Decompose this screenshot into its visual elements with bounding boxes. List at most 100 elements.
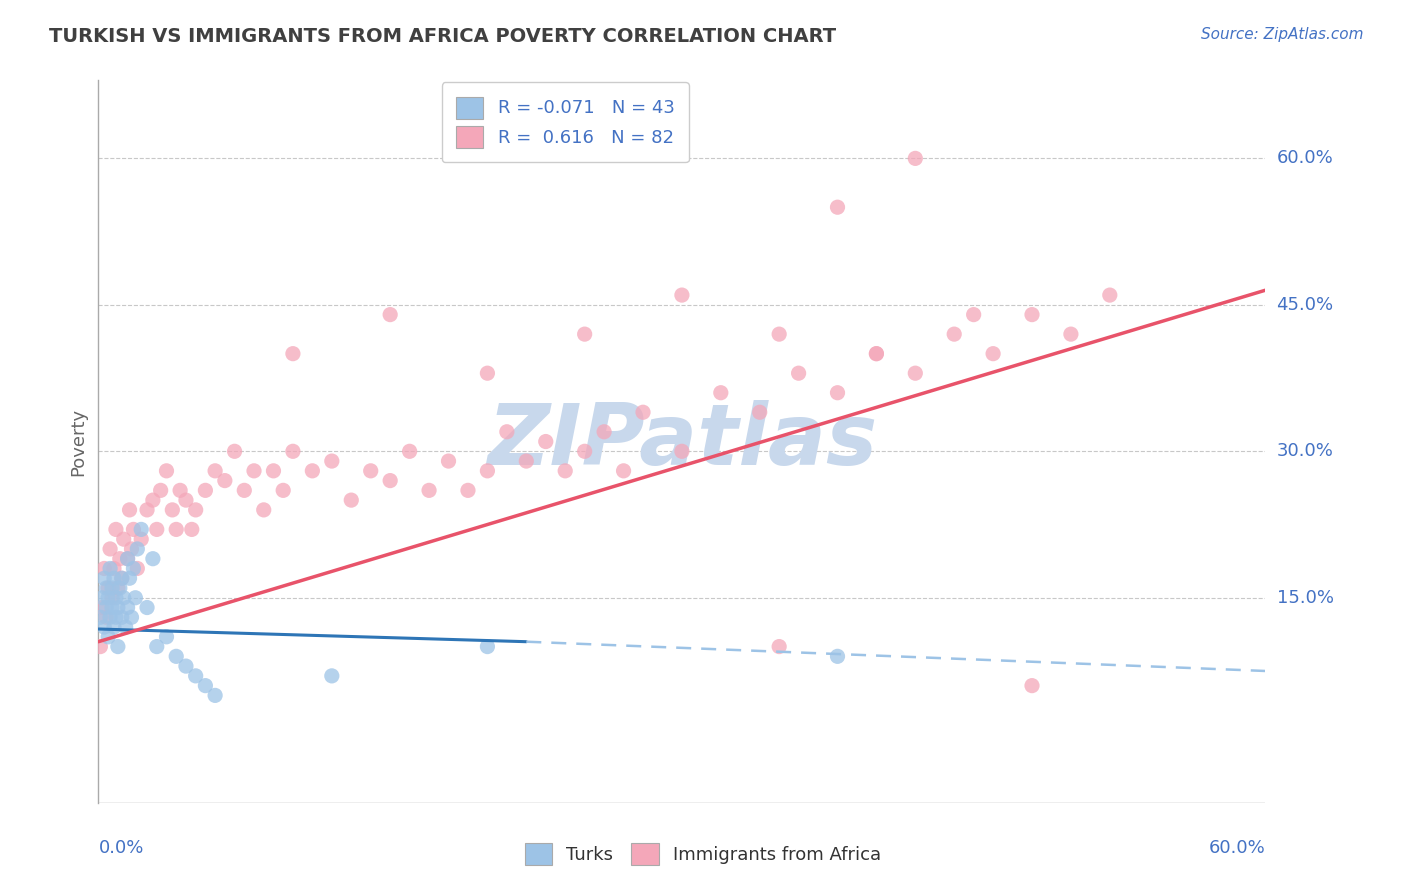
Point [107, 600, 129, 615]
Point [340, 493, 363, 508]
Point [1098, 288, 1121, 302]
Point [671, 444, 693, 458]
Point [121, 610, 143, 624]
Point [554, 464, 576, 478]
Point [114, 620, 136, 634]
Point [613, 464, 636, 478]
Point [93, 571, 115, 585]
Point [111, 610, 134, 624]
Point [768, 640, 790, 654]
Point [710, 385, 733, 400]
Point [281, 346, 304, 360]
Point [243, 464, 266, 478]
Point [127, 541, 149, 556]
Point [380, 308, 402, 322]
Point [180, 523, 202, 537]
Point [827, 200, 849, 214]
Point [184, 669, 207, 683]
Point [962, 308, 984, 322]
Point [96, 581, 118, 595]
Point [253, 503, 276, 517]
Point [104, 610, 127, 624]
Point [865, 346, 887, 360]
Point [271, 483, 294, 498]
Point [827, 649, 849, 664]
Point [136, 503, 159, 517]
Point [117, 551, 139, 566]
Point [101, 591, 124, 605]
Point [108, 551, 131, 566]
Point [233, 483, 256, 498]
Point [1021, 308, 1043, 322]
Text: Source: ZipAtlas.com: Source: ZipAtlas.com [1201, 27, 1364, 42]
Point [1060, 327, 1083, 342]
Text: 30.0%: 30.0% [1277, 442, 1333, 460]
Point [224, 444, 246, 458]
Text: 60.0%: 60.0% [1209, 838, 1265, 857]
Point [104, 523, 127, 537]
Legend: Turks, Immigrants from Africa: Turks, Immigrants from Africa [516, 834, 890, 874]
Point [142, 551, 165, 566]
Point [103, 620, 125, 634]
Point [214, 474, 236, 488]
Point [103, 561, 125, 575]
Point [204, 464, 226, 478]
Point [93, 620, 115, 634]
Point [1021, 679, 1043, 693]
Point [112, 591, 135, 605]
Point [184, 503, 207, 517]
Point [146, 523, 169, 537]
Point [121, 541, 143, 556]
Point [104, 591, 127, 605]
Point [194, 483, 217, 498]
Text: 15.0%: 15.0% [1277, 589, 1333, 607]
Point [107, 640, 129, 654]
Point [117, 551, 139, 566]
Point [122, 561, 145, 575]
Point [174, 493, 197, 508]
Point [574, 327, 596, 342]
Point [169, 483, 191, 498]
Point [111, 571, 134, 585]
Point [96, 600, 118, 615]
Point [91, 600, 114, 615]
Point [574, 444, 596, 458]
Point [943, 327, 966, 342]
Text: 60.0%: 60.0% [1277, 149, 1333, 168]
Point [93, 561, 115, 575]
Point [89, 640, 111, 654]
Point [748, 405, 770, 419]
Point [101, 581, 124, 595]
Point [281, 444, 304, 458]
Text: 0.0%: 0.0% [98, 838, 143, 857]
Text: 45.0%: 45.0% [1277, 296, 1334, 314]
Point [360, 464, 382, 478]
Point [98, 610, 121, 624]
Point [165, 523, 187, 537]
Point [301, 464, 323, 478]
Point [98, 561, 121, 575]
Point [671, 288, 693, 302]
Point [418, 483, 440, 498]
Point [477, 366, 499, 380]
Point [165, 649, 187, 664]
Point [146, 640, 169, 654]
Point [97, 591, 120, 605]
Point [149, 483, 172, 498]
Point [118, 571, 141, 585]
Point [155, 630, 177, 644]
Point [107, 581, 129, 595]
Point [496, 425, 519, 439]
Point [865, 346, 887, 360]
Point [398, 444, 420, 458]
Point [162, 503, 184, 517]
Point [112, 532, 135, 546]
Point [194, 679, 217, 693]
Point [631, 405, 654, 419]
Point [457, 483, 479, 498]
Point [97, 581, 120, 595]
Point [827, 385, 849, 400]
Point [91, 591, 114, 605]
Point [129, 523, 152, 537]
Point [97, 630, 120, 644]
